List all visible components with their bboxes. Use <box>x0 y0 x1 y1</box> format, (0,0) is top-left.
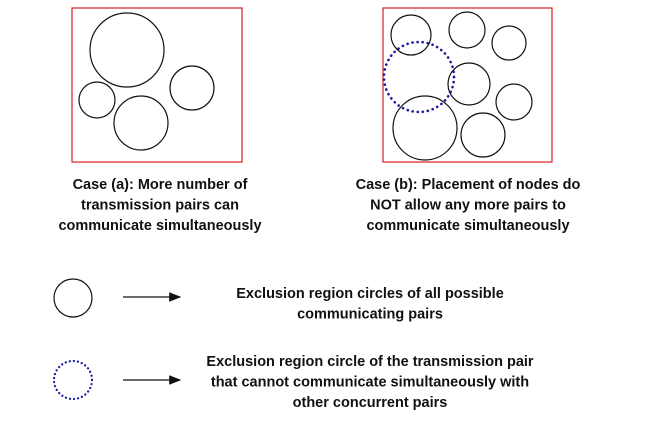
caption-line: Case (b): Placement of nodes do <box>356 177 581 193</box>
legend-text: Exclusion region circle of the transmiss… <box>206 354 533 370</box>
legend-solid <box>53 278 182 318</box>
legend-text: Exclusion region circles of all possible <box>236 286 504 302</box>
case-a-box <box>71 7 243 163</box>
caption-line: communicate simultaneously <box>366 218 569 234</box>
caption-line: NOT allow any more pairs to <box>370 197 566 213</box>
legend-text: communicating pairs <box>297 306 443 322</box>
caption-line: transmission pairs can <box>81 197 239 213</box>
legend-text: other concurrent pairs <box>293 395 448 411</box>
case-b-box <box>382 7 553 163</box>
caption-line: Case (a): More number of <box>73 177 248 193</box>
caption-line: communicate simultaneously <box>58 218 261 234</box>
legend-dotted <box>52 359 182 401</box>
legend-text: that cannot communicate simultaneously w… <box>211 374 529 390</box>
